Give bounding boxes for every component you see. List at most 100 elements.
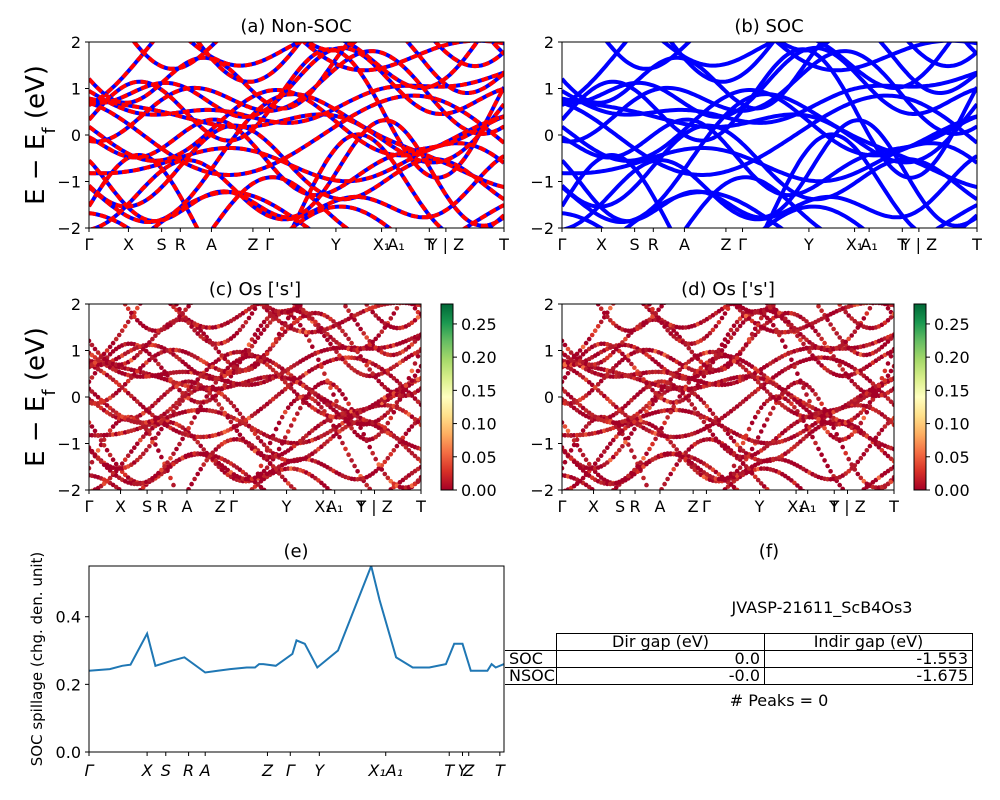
os-s-projection-point [141, 346, 146, 352]
os-s-projection-point [198, 249, 203, 254]
os-s-projection-soc-point [695, 394, 701, 400]
os-s-projection-point [325, 337, 330, 343]
os-s-projection-soc-point [810, 264, 815, 269]
os-s-projection-point [346, 363, 351, 368]
os-s-projection-point [192, 533, 197, 538]
os-s-projection-soc-point [886, 275, 891, 280]
os-s-projection-point [307, 498, 312, 503]
os-s-projection-point [313, 398, 318, 404]
os-s-projection-point [108, 278, 113, 283]
os-s-projection-point [129, 539, 134, 544]
os-s-projection-point [210, 544, 215, 549]
os-s-projection-point [171, 304, 176, 310]
os-s-projection-soc-point [583, 424, 589, 429]
os-s-projection-soc-point [882, 414, 888, 420]
os-s-projection-point [298, 395, 303, 400]
os-s-projection-soc-point [825, 429, 830, 435]
os-s-projection-point [361, 522, 366, 527]
os-s-projection-point [358, 294, 363, 299]
os-s-projection-point [364, 335, 370, 340]
os-s-projection-soc-point [711, 516, 716, 521]
os-s-projection-point [418, 386, 421, 391]
os-s-projection-soc-point [695, 382, 701, 388]
os-s-projection-point [104, 348, 110, 353]
os-s-projection-point [135, 503, 140, 508]
os-s-projection-soc-point [568, 350, 574, 355]
os-s-projection-soc-point [816, 360, 821, 365]
os-s-projection-soc-point [867, 400, 873, 405]
os-s-projection-soc-point [568, 366, 574, 372]
os-s-projection-point [343, 416, 348, 422]
os-s-projection-point [99, 252, 104, 257]
os-s-projection-soc-point [574, 462, 580, 468]
os-s-projection-point [141, 434, 146, 440]
os-s-projection-soc-point [593, 533, 598, 538]
os-s-projection-soc-point [665, 415, 670, 420]
os-s-projection-soc-point [804, 392, 809, 397]
os-s-projection-point [313, 284, 318, 289]
os-s-projection-soc-point [592, 385, 598, 390]
os-s-projection-point [113, 390, 119, 396]
os-s-projection-point [104, 403, 110, 408]
os-s-projection-soc-point [565, 453, 571, 458]
os-s-projection-point [222, 410, 228, 416]
os-s-projection-soc-point [846, 336, 851, 342]
k-path-label: Γ [738, 235, 747, 254]
os-s-projection-point [325, 402, 330, 408]
os-s-projection-soc-point [837, 524, 842, 529]
os-s-projection-point [159, 277, 164, 282]
os-s-projection-point [352, 240, 357, 245]
os-s-projection-soc-point [720, 495, 725, 500]
os-s-projection-soc-point [668, 532, 673, 537]
os-s-projection-soc-point [831, 294, 836, 299]
os-s-projection-point [107, 344, 113, 350]
nonsoc-band-red-11 [89, 88, 504, 163]
os-s-projection-soc-point [728, 435, 734, 441]
k-path-label: Z [247, 235, 258, 254]
os-s-projection-soc-point [849, 333, 854, 338]
os-s-projection-point [220, 260, 225, 265]
os-s-projection-soc-point [580, 452, 586, 458]
os-s-projection-soc-point [777, 244, 782, 249]
os-s-projection-soc-point [774, 245, 779, 250]
os-s-projection-point [125, 390, 131, 396]
os-s-projection-point [416, 535, 421, 540]
os-s-projection-soc-point [759, 256, 764, 261]
os-s-projection-point [418, 376, 421, 381]
os-s-projection-soc-point [644, 403, 649, 409]
os-s-projection-soc-point [638, 521, 643, 526]
os-s-projection-point [126, 270, 131, 275]
os-s-projection-point [141, 252, 146, 257]
os-s-projection-point [304, 244, 309, 249]
os-s-projection-point [195, 249, 200, 254]
os-s-projection-point [391, 311, 397, 316]
nonsoc-band-red-4 [89, 154, 504, 228]
os-s-projection-soc-point [819, 507, 824, 512]
os-s-projection-soc-point [699, 265, 704, 270]
os-s-projection-soc-point [861, 304, 866, 306]
os-s-projection-point [358, 326, 363, 332]
os-s-projection-point [122, 388, 128, 393]
os-s-projection-point [180, 436, 185, 442]
os-s-projection-point [111, 243, 116, 248]
os-s-projection-soc-point [696, 263, 701, 268]
os-s-projection-point [153, 473, 158, 479]
os-s-projection-point [116, 487, 122, 490]
os-s-projection-point [174, 317, 179, 323]
os-s-projection-soc-point [888, 419, 894, 425]
os-s-projection-soc-point [722, 487, 728, 490]
os-s-projection-soc-point [810, 296, 815, 301]
os-s-projection-point [413, 275, 418, 280]
os-s-projection-soc-point [885, 339, 891, 344]
os-s-projection-soc-point [792, 246, 797, 251]
os-s-projection-point [237, 411, 243, 417]
os-s-projection-point [177, 255, 182, 260]
os-s-projection-soc-point [734, 487, 740, 490]
os-s-projection-soc-point [853, 254, 858, 259]
os-s-projection-point [383, 492, 388, 497]
os-s-projection-soc-point [578, 517, 583, 522]
os-s-projection-point [238, 499, 243, 504]
os-s-projection-soc-point [868, 277, 873, 282]
os-s-projection-point [234, 407, 240, 413]
os-s-projection-soc-point [789, 245, 794, 250]
